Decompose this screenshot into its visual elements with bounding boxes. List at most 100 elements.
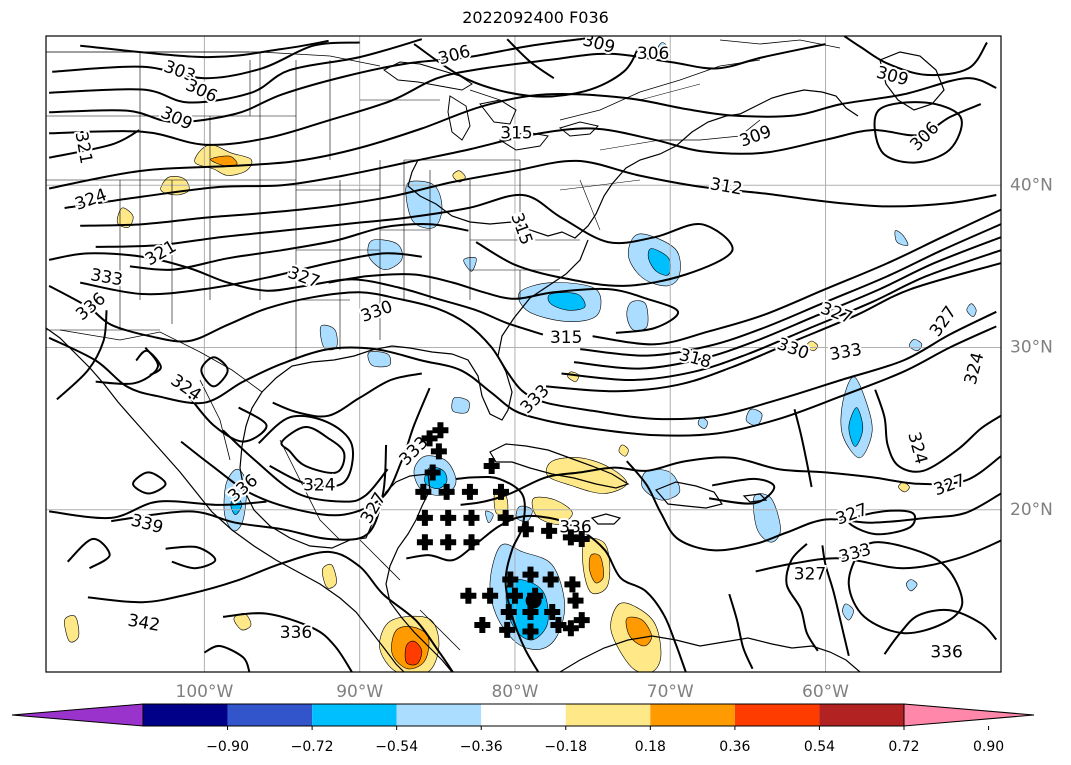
puerto-rico [742,493,768,503]
shaded-region-pos2 [210,155,238,167]
contour-line [129,223,469,271]
contour-line [626,460,1001,552]
contour-line [49,36,593,124]
shaded-region-neg2 [647,248,671,276]
shaded-region-neg1 [905,579,918,592]
plus-marker [541,522,558,539]
plus-marker [544,603,561,620]
contour-line [755,539,1001,573]
contour-line [111,444,388,541]
shaded-region-neg1 [966,303,977,318]
shaded-region-neg1 [745,408,763,426]
contour-line [188,395,268,443]
contour-line [48,77,997,190]
plus-marker [506,587,523,604]
contour-line [258,414,354,488]
plus-marker [517,521,534,538]
longitude-label: 90°W [336,682,383,702]
shading-layer [64,42,977,672]
contour-line [592,208,1001,346]
contour-line [135,349,162,376]
contour-line [708,477,776,505]
shaded-region-neg2 [547,292,586,311]
plus-marker [522,603,539,620]
colorbar-tick-label: 0.18 [635,739,666,755]
plus-marker [430,443,447,460]
shaded-region-neg1 [752,493,781,543]
markers-layer [415,422,590,640]
pacific-coast [46,327,405,672]
jamaica [590,513,622,525]
contour-label: 327 [794,565,826,585]
contour-line [48,500,267,520]
cuba [489,443,630,489]
plus-marker [461,483,478,500]
axis-labels: 40°N 30°N 20°N 100°W 90°W 80°W 70°W 60°W [176,175,1053,702]
hispaniola [654,481,723,509]
contour-line [48,129,140,159]
contour-line [873,101,963,164]
contours-layer [48,36,1001,672]
contour-line [80,39,329,59]
map-title: 2022092400 F036 [462,8,609,27]
south-america-coast [559,635,861,672]
contour-line [328,273,679,334]
colorbar-frame [142,703,905,727]
contour-line [580,223,1001,357]
contour-line [49,38,423,104]
shaded-region-neg1 [657,42,669,56]
plus-marker [567,592,584,609]
plus-marker [416,509,433,526]
colorbar-tick-label: −0.72 [291,739,334,755]
coastline [407,89,859,239]
colorbar-bin [312,704,397,726]
contour-line [406,514,687,672]
shaded-region-pos1 [116,207,134,228]
great-lakes [383,61,599,151]
shaded-region-neg1 [451,396,470,414]
colorbar-extend-high [903,703,1035,727]
contour-line [847,541,964,635]
latitude-label: 20°N [1010,500,1053,520]
contour-line [821,545,850,657]
plus-marker [482,587,499,604]
contour-line [48,252,544,336]
colorbar-tick-label: −0.54 [375,739,418,755]
contour-line [222,612,353,672]
map-frame [45,35,1002,673]
contour-label: 336 [930,643,962,663]
plus-marker [424,464,441,481]
longitude-label: 70°W [647,682,694,702]
longitude-label: 100°W [176,682,234,702]
plus-marker [463,509,480,526]
colorbar-bin [565,704,651,726]
contour-line [56,310,108,401]
contour-line [793,408,813,488]
shaded-region-neg1 [842,603,854,621]
plus-marker [440,534,457,551]
contour-line [874,389,1001,473]
contour-line [80,252,422,296]
colorbar-tick-label: 0.36 [719,739,750,755]
plus-marker [460,587,477,604]
contour-line [200,356,229,388]
shaded-region-pos3 [404,640,423,666]
plus-marker [502,571,519,588]
plus-marker [438,483,455,500]
shaded-region-neg1 [367,351,392,368]
colorbar-tick-label: −0.36 [460,739,503,755]
contour-label: 324 [303,475,335,495]
plus-marker [542,571,559,588]
contour-line [545,262,1001,393]
contour-label: 315 [550,328,582,348]
contour-line [52,41,360,80]
plus-marker [562,529,579,546]
latitude-label: 30°N [1010,338,1053,358]
shaded-region-neg2 [848,407,864,447]
contour-line [785,543,819,652]
contour-line [48,285,997,421]
contour-line [48,325,997,437]
shaded-region-neg1 [485,510,494,523]
colorbar-tick-label: 0.90 [973,739,1004,755]
plus-marker [421,430,438,447]
